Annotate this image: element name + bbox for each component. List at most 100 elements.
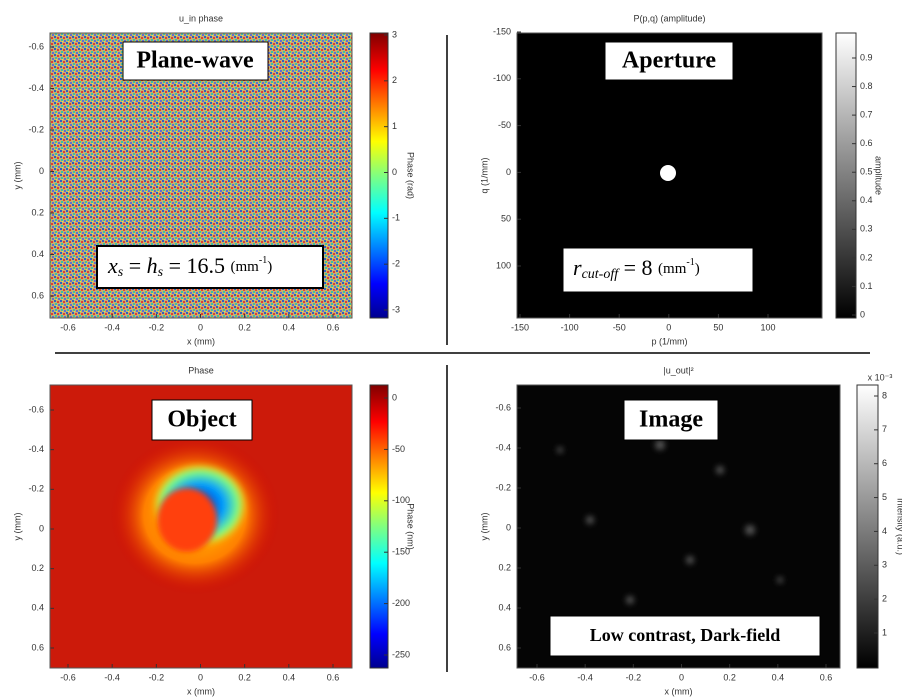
x-tick-label: -0.4 [577, 672, 593, 682]
colorbar-tick-label: 0 [392, 392, 397, 402]
caption-box [549, 615, 821, 657]
colorbar-tick-label: -200 [392, 598, 410, 608]
annotation: Aperture [622, 48, 717, 74]
annotation: Object [167, 407, 236, 433]
annotation: Image [639, 407, 703, 433]
x-tick-label: -0.4 [104, 672, 120, 682]
y-tick-label: 0 [39, 166, 44, 176]
colorbar-label: Phase (rad) [406, 152, 416, 199]
y-tick-label: -0.6 [28, 404, 44, 414]
y-tick-label: 0 [39, 523, 44, 533]
label-box [122, 41, 269, 81]
x-tick-label: 0 [198, 322, 203, 332]
colorbar [369, 32, 389, 319]
annotation: Plane-wave [136, 48, 254, 74]
colorbar-tick-label: 0.5 [860, 167, 873, 177]
colorbar-tick-label: -50 [392, 444, 405, 454]
x-tick-label: 0 [679, 672, 684, 682]
y-tick-label: 0.4 [31, 249, 44, 259]
y-tick-label: -0.4 [495, 442, 511, 452]
colorbar-tick-label: 2 [882, 594, 887, 604]
speckles [557, 440, 783, 604]
y-tick-label: 0 [506, 167, 511, 177]
colorbar-tick-label: 1 [882, 627, 887, 637]
colorbar-tick-label: 0.3 [860, 224, 873, 234]
object-core [157, 488, 217, 552]
colorbar-tick-label: -2 [392, 259, 400, 269]
x-tick-label: 0.6 [820, 672, 833, 682]
equation: rcut-off = 8 (mm-1) [573, 255, 700, 282]
x-tick-label: -0.2 [626, 672, 642, 682]
x-tick-label: 0.4 [283, 672, 296, 682]
y-tick-label: 0.2 [31, 563, 44, 573]
y-tick-label: -0.6 [495, 402, 511, 412]
x-tick-label: 100 [760, 322, 775, 332]
colorbar-tick-label: 0.8 [860, 81, 873, 91]
colorbar-tick-label: 4 [882, 526, 887, 536]
equation-box [562, 247, 754, 293]
x-axis-label: x (mm) [665, 686, 693, 696]
colorbar-tick-label: 0.6 [860, 138, 873, 148]
panel-title: Phase [188, 365, 214, 375]
colorbar [369, 384, 389, 669]
colorbar-tick-label: -250 [392, 649, 410, 659]
colorbar-tick-label: 7 [882, 424, 887, 434]
y-tick-label: -0.4 [28, 444, 44, 454]
y-tick-label: -0.2 [495, 482, 511, 492]
label-box [151, 399, 253, 441]
x-tick-label: -150 [511, 322, 529, 332]
colorbar [835, 32, 857, 319]
y-tick-label: 0 [506, 522, 511, 532]
colorbar-tick-label: 0 [860, 309, 865, 319]
axes-frame [516, 32, 823, 319]
caption: Low contrast, Dark-field [590, 625, 780, 645]
axes-frame [516, 384, 841, 669]
x-tick-label: 0.4 [772, 672, 785, 682]
aperture-disk [660, 165, 676, 181]
colorbar-label: Phase (nm) [406, 503, 416, 550]
panel-title: u_in phase [179, 13, 223, 23]
colorbar-tick-label: 8 [882, 390, 887, 400]
x-tick-label: -0.4 [104, 322, 120, 332]
y-tick-label: 0.4 [31, 603, 44, 613]
y-axis-label: y (mm) [479, 513, 489, 541]
axes-frame [49, 32, 353, 319]
colorbar-tick-label: 0 [392, 167, 397, 177]
y-axis-label: y (mm) [12, 513, 22, 541]
y-tick-label: -150 [493, 26, 511, 36]
x-tick-label: 50 [713, 322, 723, 332]
colorbar-tick-label: -1 [392, 213, 400, 223]
x-tick-label: -0.6 [529, 672, 545, 682]
colorbar-tick-label: -150 [392, 547, 410, 557]
x-tick-label: -0.6 [60, 322, 76, 332]
label-box [623, 399, 719, 441]
y-tick-label: 0.6 [31, 642, 44, 652]
x-tick-label: 0.6 [327, 322, 340, 332]
panel-title: P(p,q) (amplitude) [633, 13, 705, 23]
y-tick-label: -50 [498, 120, 511, 130]
equation: xs = hs = 16.5 (mm-1) [107, 253, 272, 280]
x-tick-label: -50 [613, 322, 626, 332]
x-tick-label: -0.6 [60, 672, 76, 682]
y-tick-label: -100 [493, 73, 511, 83]
y-tick-label: -0.4 [28, 83, 44, 93]
y-axis-label: q (1/mm) [479, 157, 489, 193]
equation-box [96, 245, 324, 289]
colorbar-tick-label: 3 [882, 560, 887, 570]
label-box [604, 41, 734, 81]
y-axis-label: y (mm) [12, 162, 22, 190]
x-tick-label: 0 [666, 322, 671, 332]
x-tick-label: 0.2 [238, 322, 251, 332]
y-tick-label: 50 [501, 214, 511, 224]
x-tick-label: 0.2 [238, 672, 251, 682]
colorbar-tick-label: 5 [882, 492, 887, 502]
colorbar-tick-label: 0.2 [860, 252, 873, 262]
x-tick-label: -0.2 [149, 672, 165, 682]
panel-title: |u_out|² [663, 365, 693, 375]
colorbar-tick-label: 0.4 [860, 195, 873, 205]
x-tick-label: -100 [561, 322, 579, 332]
y-tick-label: 0.4 [498, 602, 511, 612]
colorbar [856, 384, 879, 669]
x-axis-label: x (mm) [187, 686, 215, 696]
